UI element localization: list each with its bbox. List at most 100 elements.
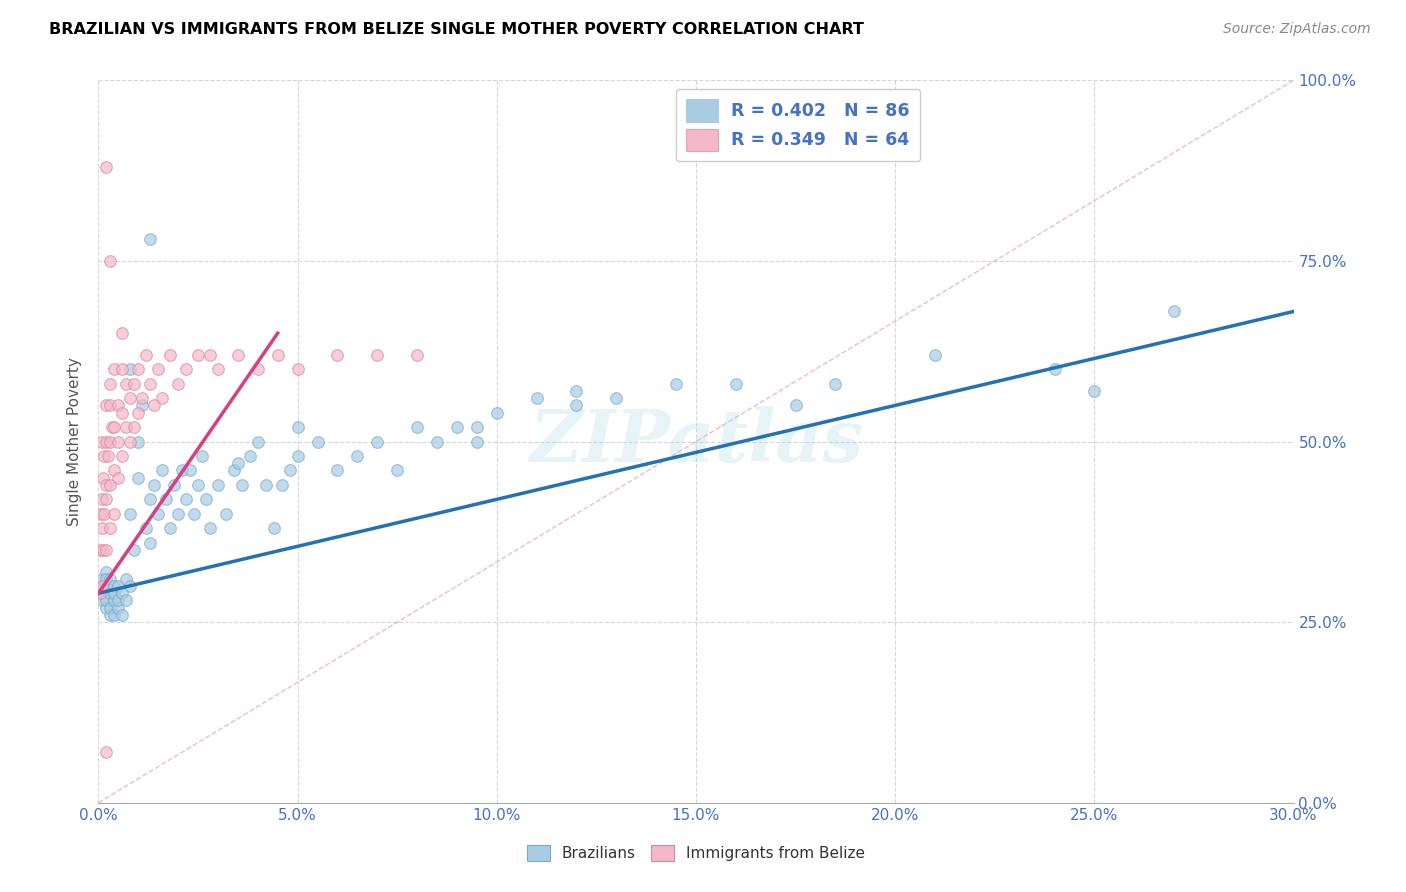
Point xyxy=(207,362,229,376)
Point xyxy=(91,492,114,507)
Point xyxy=(148,507,170,521)
Point xyxy=(139,535,162,549)
Point xyxy=(111,449,134,463)
Point xyxy=(120,507,142,521)
Point xyxy=(179,463,201,477)
Point xyxy=(98,398,122,412)
Point xyxy=(96,160,118,174)
Point xyxy=(98,376,122,391)
Point xyxy=(143,478,166,492)
Point xyxy=(120,362,142,376)
Point xyxy=(107,600,129,615)
Point xyxy=(107,579,129,593)
Point xyxy=(127,362,149,376)
Point xyxy=(91,579,114,593)
Point xyxy=(254,478,277,492)
Point xyxy=(91,593,114,607)
Point xyxy=(287,362,309,376)
Point xyxy=(174,362,197,376)
Point xyxy=(96,572,118,586)
Point xyxy=(97,449,120,463)
Point xyxy=(263,521,285,535)
Point xyxy=(366,434,388,449)
Point xyxy=(924,348,946,362)
Point xyxy=(90,507,112,521)
Point xyxy=(246,362,269,376)
Point xyxy=(120,579,142,593)
Point xyxy=(96,478,118,492)
Point xyxy=(115,376,138,391)
Point xyxy=(96,600,118,615)
Point xyxy=(785,398,807,412)
Point xyxy=(103,607,125,622)
Point xyxy=(406,348,429,362)
Point xyxy=(91,579,114,593)
Point xyxy=(96,398,118,412)
Point xyxy=(198,521,221,535)
Point xyxy=(107,434,129,449)
Point xyxy=(131,391,153,405)
Point xyxy=(98,607,122,622)
Point xyxy=(326,348,349,362)
Point xyxy=(222,463,245,477)
Point xyxy=(107,398,129,412)
Point xyxy=(139,376,162,391)
Point xyxy=(103,586,125,600)
Point xyxy=(198,348,221,362)
Point xyxy=(231,478,253,492)
Point xyxy=(96,542,118,557)
Point xyxy=(98,478,122,492)
Point xyxy=(226,348,249,362)
Point xyxy=(326,463,349,477)
Point xyxy=(159,348,181,362)
Point xyxy=(135,348,157,362)
Point xyxy=(96,593,118,607)
Point xyxy=(103,579,125,593)
Point xyxy=(96,565,118,579)
Point xyxy=(91,434,114,449)
Point xyxy=(287,420,309,434)
Point xyxy=(98,600,122,615)
Point xyxy=(103,362,125,376)
Point xyxy=(565,384,588,398)
Point xyxy=(426,434,449,449)
Point xyxy=(526,391,548,405)
Point xyxy=(167,376,190,391)
Point xyxy=(91,572,114,586)
Point xyxy=(724,376,747,391)
Point xyxy=(163,478,186,492)
Point xyxy=(287,449,309,463)
Point xyxy=(93,449,115,463)
Point xyxy=(103,507,125,521)
Point xyxy=(115,572,138,586)
Point xyxy=(174,492,197,507)
Point xyxy=(96,434,118,449)
Point xyxy=(107,470,129,484)
Point xyxy=(665,376,688,391)
Point xyxy=(98,572,122,586)
Point xyxy=(167,507,190,521)
Point xyxy=(91,521,114,535)
Point xyxy=(267,348,290,362)
Point xyxy=(605,391,627,405)
Point xyxy=(195,492,218,507)
Point xyxy=(465,434,488,449)
Point xyxy=(191,449,214,463)
Point xyxy=(150,391,173,405)
Point xyxy=(385,463,409,477)
Point xyxy=(139,492,162,507)
Text: ZIPatlas: ZIPatlas xyxy=(529,406,863,477)
Point xyxy=(91,470,114,484)
Point xyxy=(98,253,122,268)
Point xyxy=(96,579,118,593)
Point xyxy=(239,449,262,463)
Point xyxy=(96,745,118,759)
Point xyxy=(124,542,146,557)
Point xyxy=(278,463,301,477)
Text: BRAZILIAN VS IMMIGRANTS FROM BELIZE SINGLE MOTHER POVERTY CORRELATION CHART: BRAZILIAN VS IMMIGRANTS FROM BELIZE SING… xyxy=(49,22,865,37)
Point xyxy=(215,507,238,521)
Point xyxy=(1043,362,1066,376)
Point xyxy=(187,478,209,492)
Point xyxy=(565,398,588,412)
Point xyxy=(101,420,124,434)
